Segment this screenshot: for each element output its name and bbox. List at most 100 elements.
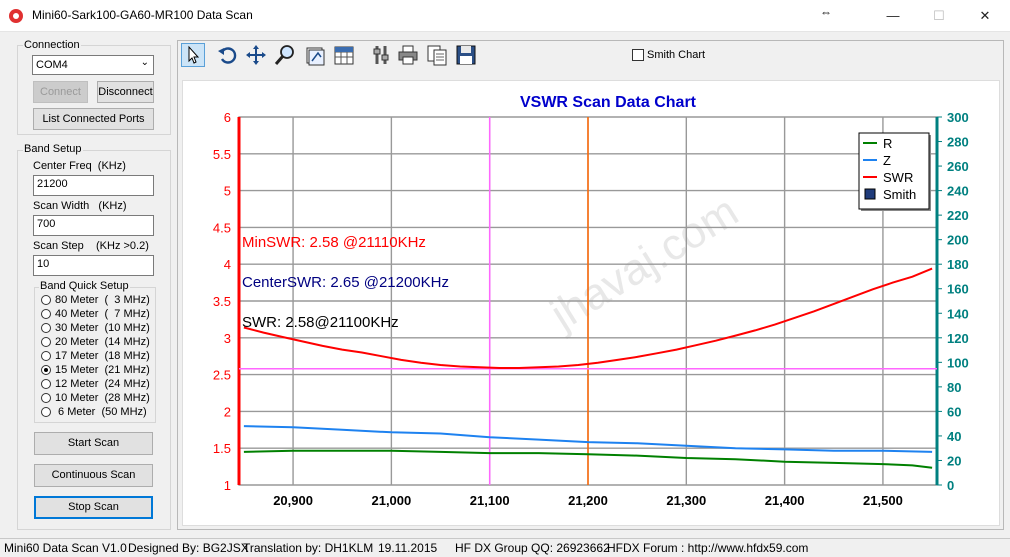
y-left-tick-label: 6 xyxy=(224,110,231,125)
x-tick-label: 21,000 xyxy=(371,493,411,508)
export-image-icon[interactable] xyxy=(303,43,327,67)
band-radio[interactable] xyxy=(41,295,51,305)
scan-width-label: Scan Width (KHz) xyxy=(33,200,127,212)
band-setup-group xyxy=(17,150,171,530)
y-right-tick-label: 60 xyxy=(947,404,961,419)
app-icon[interactable] xyxy=(9,9,23,23)
band-radio[interactable] xyxy=(41,309,51,319)
smith-chart-label: Smith Chart xyxy=(647,49,706,61)
maximize-button[interactable]: ☐ xyxy=(933,8,945,23)
band-option[interactable]: 12 Meter (24 MHz) xyxy=(41,377,150,391)
connect-button[interactable]: Connect xyxy=(33,81,88,103)
stop-scan-button[interactable]: Stop Scan xyxy=(34,496,153,519)
y-left-tick-label: 4.5 xyxy=(213,220,231,235)
band-option-label: 15 Meter (21 MHz) xyxy=(55,364,150,376)
y-right-tick-label: 180 xyxy=(947,257,969,272)
close-button[interactable]: ✕ xyxy=(979,8,991,23)
band-option[interactable]: 10 Meter (28 MHz) xyxy=(41,391,150,405)
y-right-tick-label: 40 xyxy=(947,429,961,444)
x-tick-label: 20,900 xyxy=(273,493,313,508)
y-right-tick-label: 260 xyxy=(947,159,969,174)
chevron-down-icon: ⌄ xyxy=(140,57,149,68)
band-option[interactable]: 17 Meter (18 MHz) xyxy=(41,349,150,363)
band-radio[interactable] xyxy=(41,323,51,333)
disconnect-button[interactable]: Disconnect xyxy=(97,81,154,103)
scan-step-hint: (KHz >0.2) xyxy=(96,240,149,252)
y-right-tick-label: 140 xyxy=(947,306,969,321)
port-select[interactable]: COM4 ⌄ xyxy=(32,55,154,75)
band-option[interactable]: 40 Meter ( 7 MHz) xyxy=(41,307,150,321)
data-table-icon[interactable] xyxy=(332,43,356,67)
legend-label: SWR xyxy=(883,170,913,185)
band-option-label: 30 Meter (10 MHz) xyxy=(55,322,150,334)
vswr-chart[interactable]: VSWR Scan Data Chart jhavaj.com 1 1.5 2 2.5 3 3… xyxy=(182,80,1000,526)
y-right-tick-label: 20 xyxy=(947,453,961,468)
legend-swatch xyxy=(864,188,876,200)
band-option-label: 40 Meter ( 7 MHz) xyxy=(55,308,150,320)
settings-icon[interactable] xyxy=(369,43,393,67)
x-tick-label: 21,400 xyxy=(765,493,805,508)
band-radio[interactable] xyxy=(41,337,51,347)
band-radio[interactable] xyxy=(41,351,51,361)
band-option-label: 20 Meter (14 MHz) xyxy=(55,336,150,348)
series-line-z xyxy=(243,425,933,453)
band-option[interactable]: 20 Meter (14 MHz) xyxy=(41,335,150,349)
port-select-value: COM4 xyxy=(36,59,68,71)
band-quick-setup-label: Band Quick Setup xyxy=(39,280,130,292)
legend-label: Z xyxy=(883,153,891,168)
status-translator: Translation by: DH1KLM xyxy=(243,541,374,555)
band-option[interactable]: 30 Meter (10 MHz) xyxy=(41,321,150,335)
y-left-tick-label: 3.5 xyxy=(213,294,231,309)
y-right-tick-label: 240 xyxy=(947,184,969,199)
band-radio[interactable] xyxy=(41,379,51,389)
band-option-label: 6 Meter (50 MHz) xyxy=(55,406,147,418)
y-left-tick-label: 5.5 xyxy=(213,147,231,162)
status-designer: Designed By: BG2JSX xyxy=(128,541,249,555)
chart-annotation: CenterSWR: 2.65 @21200KHz xyxy=(242,274,449,291)
band-option[interactable]: 6 Meter (50 MHz) xyxy=(41,405,147,419)
band-option[interactable]: 80 Meter ( 3 MHz) xyxy=(41,293,150,307)
x-tick-label: 21,500 xyxy=(863,493,903,508)
status-bar: Mini60 Data Scan V1.0 Designed By: BG2JS… xyxy=(0,538,1010,557)
status-forum: HFDX Forum : http://www.hfdx59.com xyxy=(607,541,809,555)
scan-step-input[interactable]: 10 xyxy=(33,255,154,276)
scan-step-label: Scan Step xyxy=(33,240,84,252)
band-option[interactable]: 15 Meter (21 MHz) xyxy=(41,363,150,377)
center-freq-input[interactable]: 21200 xyxy=(33,175,154,196)
band-option-label: 80 Meter ( 3 MHz) xyxy=(55,294,150,306)
zoom-icon[interactable] xyxy=(273,43,297,67)
list-ports-button[interactable]: List Connected Ports xyxy=(33,108,154,130)
x-tick-label: 21,200 xyxy=(568,493,608,508)
y-right-tick-label: 100 xyxy=(947,355,969,370)
connection-group xyxy=(17,45,171,135)
y-right-tick-label: 200 xyxy=(947,233,969,248)
x-tick-label: 21,100 xyxy=(470,493,510,508)
pointer-icon[interactable] xyxy=(181,43,205,67)
save-icon[interactable] xyxy=(454,43,478,67)
smith-chart-checkbox[interactable] xyxy=(632,49,644,61)
print-icon[interactable] xyxy=(396,43,420,67)
y-right-tick-label: 280 xyxy=(947,135,969,150)
copy-icon[interactable] xyxy=(425,43,449,67)
continuous-scan-button[interactable]: Continuous Scan xyxy=(34,464,153,487)
band-radio[interactable] xyxy=(41,365,51,375)
resize-arrows-icon: ⇔ xyxy=(820,5,832,19)
y-left-tick-label: 4 xyxy=(224,257,231,272)
x-tick-label: 21,300 xyxy=(666,493,706,508)
band-option-label: 10 Meter (28 MHz) xyxy=(55,392,150,404)
scan-width-input[interactable]: 700 xyxy=(33,215,154,236)
status-date: 19.11.2015 xyxy=(378,541,438,555)
y-right-tick-label: 300 xyxy=(947,110,969,125)
y-left-tick-label: 2 xyxy=(224,404,231,419)
connection-group-label: Connection xyxy=(23,39,81,51)
band-radio[interactable] xyxy=(41,393,51,403)
start-scan-button[interactable]: Start Scan xyxy=(34,432,153,455)
series-line-swr xyxy=(243,267,933,369)
center-freq-label: Center Freq (KHz) xyxy=(33,160,126,172)
band-radio[interactable] xyxy=(41,407,51,417)
legend-label: Smith xyxy=(883,187,916,202)
minimize-button[interactable]: — xyxy=(886,8,900,23)
pan-icon[interactable] xyxy=(244,43,268,67)
undo-zoom-icon[interactable] xyxy=(216,43,240,67)
y-left-tick-label: 2.5 xyxy=(213,368,231,383)
